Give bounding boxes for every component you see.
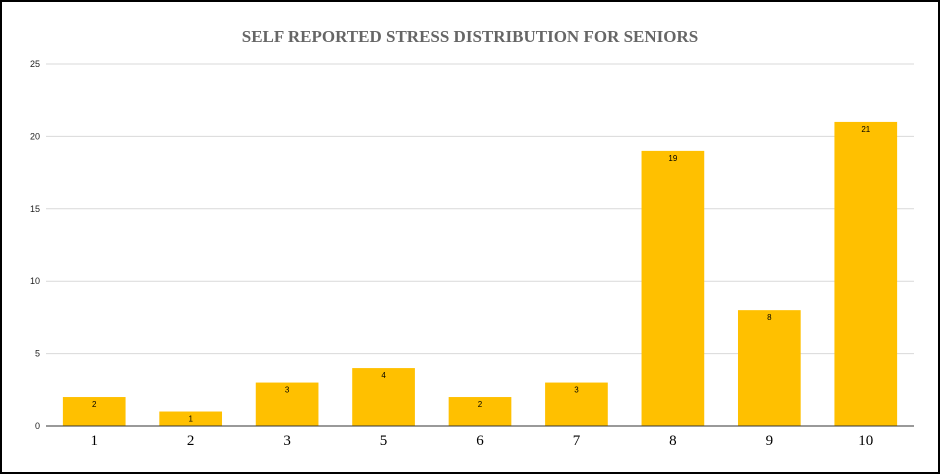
data-label-1: 2 bbox=[92, 400, 97, 409]
data-label-9: 8 bbox=[767, 313, 772, 322]
y-tick-label: 5 bbox=[35, 349, 40, 359]
data-label-3: 3 bbox=[285, 386, 290, 395]
x-axis-ticks: 1 2 3 5 6 7 8 9 10 bbox=[90, 433, 873, 449]
bars bbox=[62, 121, 898, 427]
y-tick-label: 0 bbox=[35, 421, 40, 431]
data-label-7: 3 bbox=[574, 386, 579, 395]
bar-10 bbox=[834, 121, 898, 427]
y-axis-ticks: 0 5 10 15 20 25 bbox=[30, 59, 40, 431]
chart-title: SELF REPORTED STRESS DISTRIBUTION FOR SE… bbox=[242, 27, 699, 46]
bar-9 bbox=[737, 310, 801, 426]
x-tick-label-1: 1 bbox=[90, 433, 98, 449]
bar-2 bbox=[159, 411, 223, 426]
data-label-6: 2 bbox=[478, 400, 483, 409]
x-tick-label-10: 10 bbox=[858, 433, 873, 449]
x-tick-label-5: 5 bbox=[380, 433, 388, 449]
data-label-10: 21 bbox=[861, 125, 870, 134]
x-tick-label-7: 7 bbox=[573, 433, 581, 449]
y-tick-label: 25 bbox=[30, 59, 40, 69]
x-tick-label-6: 6 bbox=[476, 433, 484, 449]
y-tick-label: 20 bbox=[30, 131, 40, 141]
y-tick-label: 10 bbox=[30, 276, 40, 286]
x-tick-label-3: 3 bbox=[283, 433, 291, 449]
data-label-2: 1 bbox=[188, 415, 193, 424]
bar-3 bbox=[255, 382, 319, 426]
bar-1 bbox=[62, 397, 126, 426]
x-tick-label-2: 2 bbox=[187, 433, 195, 449]
x-tick-label-9: 9 bbox=[766, 433, 774, 449]
bar-7 bbox=[545, 382, 608, 426]
bar-5 bbox=[352, 368, 415, 426]
bar-6 bbox=[448, 397, 512, 426]
data-label-5: 4 bbox=[381, 371, 386, 380]
data-label-8: 19 bbox=[668, 154, 677, 163]
y-tick-label: 15 bbox=[30, 204, 40, 214]
x-tick-label-8: 8 bbox=[669, 433, 677, 449]
bar-8 bbox=[641, 150, 705, 426]
